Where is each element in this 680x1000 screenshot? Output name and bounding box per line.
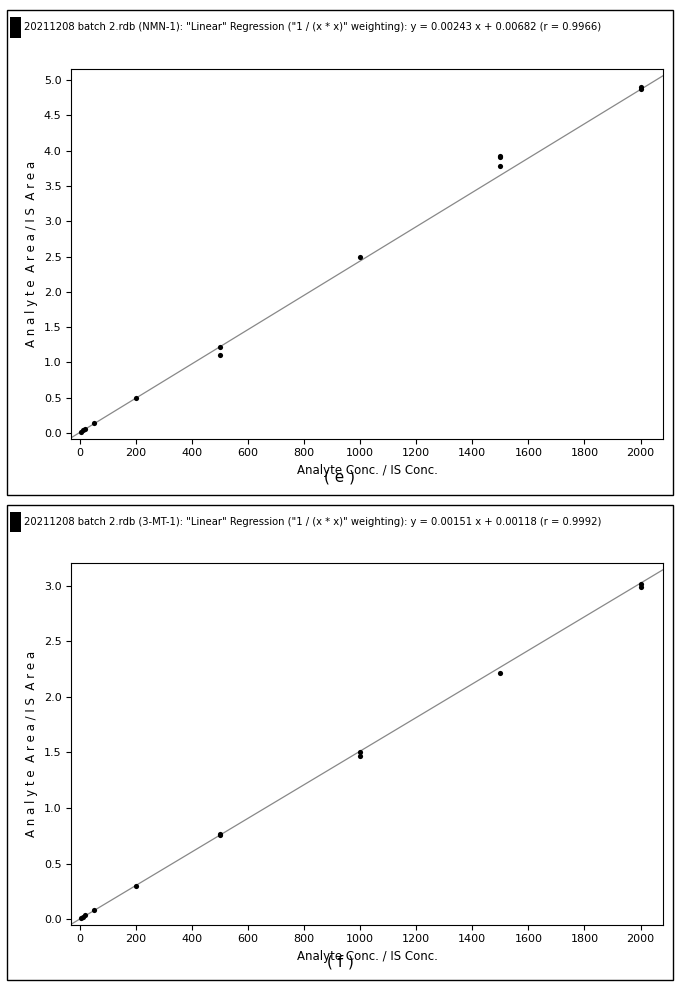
Point [80,421,91,437]
Point [635,79,646,95]
Point [495,149,506,165]
Point [215,827,226,843]
Y-axis label: A n a l y t e  A r e a / I S  A r e a: A n a l y t e A r e a / I S A r e a [25,651,38,837]
Text: 20211208 batch 2.rdb (3-MT-1): "Linear" Regression ("1 / (x * x)" weighting): y : 20211208 batch 2.rdb (3-MT-1): "Linear" … [24,517,602,527]
Point [131,390,141,406]
Text: ( f ): ( f ) [326,955,354,970]
Point [495,158,506,174]
Point [215,339,226,355]
Y-axis label: A n a l y t e  A r e a / I S  A r e a: A n a l y t e A r e a / I S A r e a [25,161,38,347]
Point [88,902,99,918]
Point [635,576,646,592]
Point [635,81,646,97]
Point [635,579,646,595]
Point [215,347,226,363]
Point [75,910,86,926]
Text: 20211208 batch 2.rdb (NMN-1): "Linear" Regression ("1 / (x * x)" weighting): y =: 20211208 batch 2.rdb (NMN-1): "Linear" R… [24,22,602,32]
Point [495,148,506,164]
Point [355,748,366,764]
X-axis label: Analyte Conc. / IS Conc.: Analyte Conc. / IS Conc. [296,950,438,963]
Point [88,415,99,431]
Point [355,744,366,760]
X-axis label: Analyte Conc. / IS Conc.: Analyte Conc. / IS Conc. [296,464,438,477]
Point [355,249,366,265]
Text: ( e ): ( e ) [324,469,356,484]
Point [215,826,226,842]
Point [80,907,91,923]
Point [495,665,506,681]
Point [131,878,141,894]
Point [77,422,88,438]
Point [75,424,86,440]
Point [77,909,88,925]
